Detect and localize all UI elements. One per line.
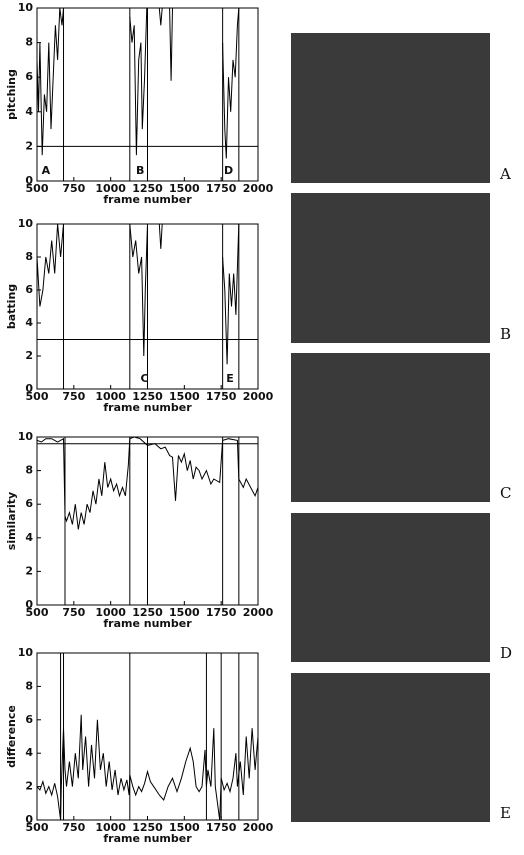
x-tick-label: 1750 bbox=[206, 606, 237, 619]
photo bbox=[291, 353, 490, 502]
y-tick-label: 2 bbox=[25, 349, 33, 362]
x-tick-label: 1500 bbox=[169, 182, 200, 195]
y-tick-label: 2 bbox=[25, 780, 33, 793]
y-axis-label: batting bbox=[5, 284, 18, 329]
y-tick-label: 4 bbox=[25, 316, 33, 329]
x-tick-label: 1750 bbox=[206, 182, 237, 195]
data-line bbox=[36, 223, 240, 365]
y-tick-label: 6 bbox=[25, 283, 33, 296]
panel-label: D bbox=[500, 644, 512, 662]
x-tick-label: 500 bbox=[26, 182, 49, 195]
event-label: B bbox=[136, 164, 144, 177]
x-tick-label: 1750 bbox=[206, 821, 237, 834]
data-line bbox=[36, 714, 259, 821]
y-tick-label: 4 bbox=[25, 746, 33, 759]
panel-label: B bbox=[500, 325, 511, 343]
x-tick-label: 2000 bbox=[243, 390, 274, 403]
x-tick-label: 1250 bbox=[132, 182, 163, 195]
y-tick-label: 2 bbox=[25, 564, 33, 577]
x-tick-label: 1500 bbox=[169, 390, 200, 403]
y-axis-label: difference bbox=[5, 705, 18, 768]
y-axis-label: pitching bbox=[5, 69, 18, 120]
panel-label: A bbox=[499, 165, 511, 183]
x-tick-label: 750 bbox=[62, 821, 85, 834]
x-axis-label: frame number bbox=[103, 193, 192, 206]
data-line bbox=[36, 7, 240, 159]
x-axis-label: frame number bbox=[103, 401, 192, 414]
x-tick-label: 1000 bbox=[95, 606, 126, 619]
event-label: C bbox=[141, 372, 149, 385]
x-tick-label: 1750 bbox=[206, 390, 237, 403]
y-tick-label: 0 bbox=[25, 382, 33, 395]
y-tick-label: 0 bbox=[25, 174, 33, 187]
x-tick-label: 1500 bbox=[169, 606, 200, 619]
x-tick-label: 1250 bbox=[132, 821, 163, 834]
x-tick-label: 500 bbox=[26, 606, 49, 619]
y-tick-label: 8 bbox=[25, 464, 33, 477]
y-tick-label: 0 bbox=[25, 813, 33, 826]
panel-label: C bbox=[500, 484, 511, 502]
x-tick-label: 2000 bbox=[243, 606, 274, 619]
y-tick-label: 8 bbox=[25, 250, 33, 263]
x-tick-label: 1000 bbox=[95, 182, 126, 195]
x-tick-label: 1000 bbox=[95, 821, 126, 834]
data-line bbox=[36, 436, 259, 530]
y-tick-label: 2 bbox=[25, 139, 33, 152]
x-tick-label: 500 bbox=[26, 390, 49, 403]
x-tick-label: 1000 bbox=[95, 390, 126, 403]
y-tick-label: 6 bbox=[25, 70, 33, 83]
y-tick-label: 10 bbox=[18, 217, 34, 230]
y-tick-label: 8 bbox=[25, 679, 33, 692]
x-axis-label: frame number bbox=[103, 617, 192, 630]
y-tick-label: 4 bbox=[25, 531, 33, 544]
x-tick-label: 1500 bbox=[169, 821, 200, 834]
x-tick-label: 750 bbox=[62, 606, 85, 619]
event-label: D bbox=[224, 164, 233, 177]
y-tick-label: 4 bbox=[25, 105, 33, 118]
y-tick-label: 0 bbox=[25, 598, 33, 611]
y-tick-label: 6 bbox=[25, 497, 33, 510]
plot-frame bbox=[36, 652, 259, 821]
x-tick-label: 750 bbox=[62, 390, 85, 403]
y-tick-label: 10 bbox=[18, 1, 34, 14]
y-tick-label: 8 bbox=[25, 36, 33, 49]
photo bbox=[291, 33, 490, 183]
panel-label: E bbox=[500, 804, 511, 822]
y-tick-label: 6 bbox=[25, 713, 33, 726]
x-tick-label: 1250 bbox=[132, 606, 163, 619]
x-tick-label: 500 bbox=[26, 821, 49, 834]
photo bbox=[291, 193, 490, 343]
y-axis-label: similarity bbox=[5, 492, 18, 550]
x-axis-label: frame number bbox=[103, 832, 192, 845]
x-tick-label: 2000 bbox=[243, 821, 274, 834]
y-tick-label: 10 bbox=[18, 646, 34, 659]
photo bbox=[291, 513, 490, 662]
event-label: A bbox=[42, 164, 51, 177]
x-tick-label: 2000 bbox=[243, 182, 274, 195]
event-label: E bbox=[226, 372, 234, 385]
x-tick-label: 1250 bbox=[132, 390, 163, 403]
x-tick-label: 750 bbox=[62, 182, 85, 195]
y-tick-label: 10 bbox=[18, 430, 34, 443]
photo bbox=[291, 673, 490, 822]
photos bbox=[291, 33, 490, 822]
